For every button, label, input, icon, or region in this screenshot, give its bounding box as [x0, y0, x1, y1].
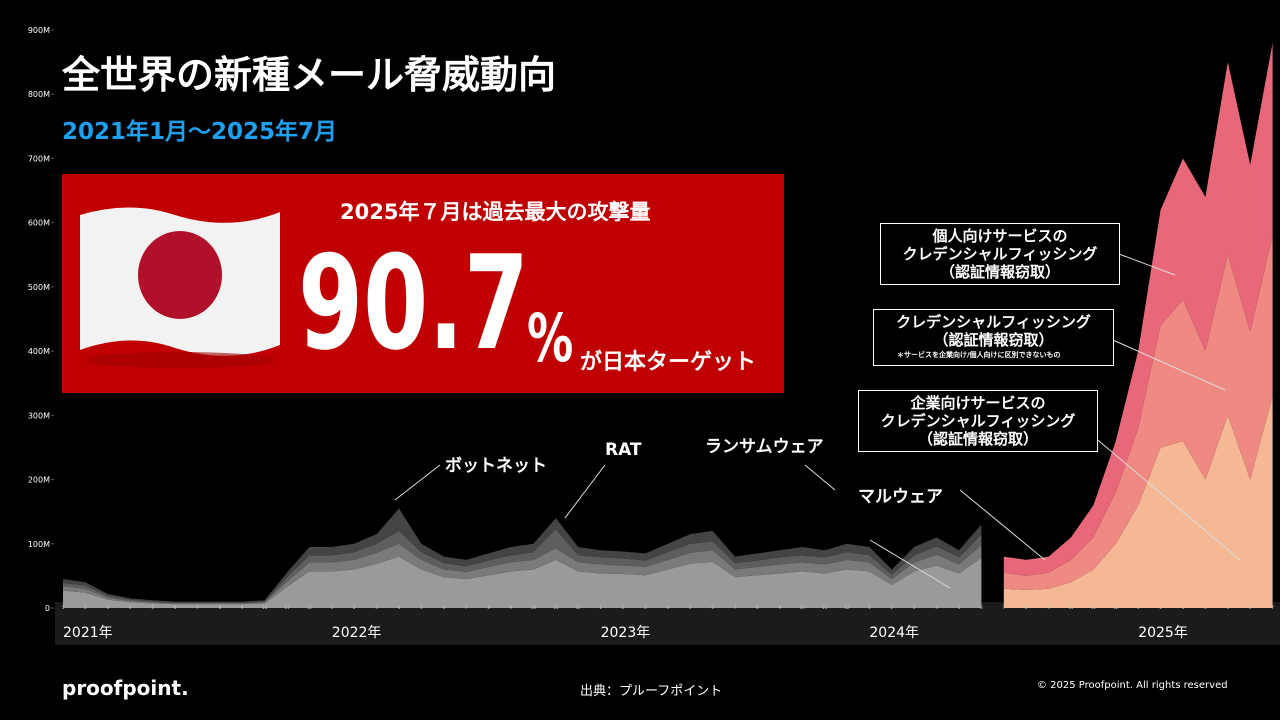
x-tick-label: 5	[958, 605, 961, 610]
x-tick-label: 6	[1249, 605, 1252, 610]
series-label: 個人向けサービスの クレデンシャルフィッシング （認証情報窃取）	[880, 223, 1120, 285]
x-tick-label: 7	[1271, 605, 1274, 610]
x-tick-label: 2	[84, 605, 87, 610]
x-tick-label: 1	[1137, 605, 1140, 610]
x-tick-label: 9	[241, 605, 244, 610]
series-label: マルウェア	[858, 487, 943, 507]
area	[1003, 235, 1273, 591]
x-tick-label: 4	[667, 605, 670, 610]
area	[1003, 396, 1273, 608]
x-tick-label: 1	[331, 605, 334, 610]
year-label: 2024年	[869, 625, 919, 641]
x-tick-label: 1	[868, 605, 871, 610]
y-tick-label: 200M	[28, 476, 50, 485]
x-tick-label: 8	[756, 605, 759, 610]
x-tick-label: 3	[913, 605, 916, 610]
stat-text: が日本ターゲット	[580, 350, 757, 375]
callout-headline: 2025年７月は過去最大の攻撃量	[340, 200, 651, 224]
y-tick-label: 400M	[28, 347, 50, 356]
x-tick-label: 12	[576, 605, 582, 610]
x-tick-label: 5	[420, 605, 423, 610]
x-tick-label: 9	[510, 605, 513, 610]
x-tick-label: 5	[689, 605, 692, 610]
title: 全世界の新種メール脅威動向	[62, 53, 557, 97]
area	[63, 508, 982, 603]
leader-lines	[394, 253, 1241, 589]
x-tick-label: 10	[262, 605, 268, 610]
x-tick-label: 2	[1159, 605, 1162, 610]
year-label: 2022年	[332, 625, 382, 641]
x-tick-label: 3	[1182, 605, 1185, 610]
flag	[80, 207, 280, 368]
year-label: 2025年	[1138, 625, 1188, 641]
year-label: 2021年	[63, 625, 113, 641]
x-tick-label: 3	[375, 605, 378, 610]
x-tick-label: 10	[1068, 605, 1074, 610]
x-tick-label: 1	[62, 605, 65, 610]
y-tick-label: 900M	[28, 26, 50, 35]
y-tick-label: 500M	[28, 283, 50, 292]
series-label: ランサムウェア	[705, 437, 824, 457]
y-tick-label: 100M	[28, 540, 50, 549]
y-tick-label: 700M	[28, 154, 50, 163]
x-tick-label: 10	[531, 605, 537, 610]
stat-unit: %	[527, 300, 574, 377]
x-tick-label: 11	[1091, 605, 1097, 610]
y-tick-label: 600M	[28, 219, 50, 228]
x-tick-label: 11	[822, 605, 828, 610]
x-tick-label: 7	[196, 605, 199, 610]
copyright: © 2025 Proofpoint. All rights reserved	[1037, 680, 1228, 691]
x-tick-label: 6	[443, 605, 446, 610]
x-tick-label: 12	[1113, 605, 1119, 610]
series-label: クレデンシャルフィッシング （認証情報窃取）	[873, 309, 1114, 366]
x-tick-label: 4	[935, 605, 938, 610]
x-tick-label: 8	[487, 605, 490, 610]
x-tick-label: 12	[844, 605, 850, 610]
x-tick-label: 1	[599, 605, 602, 610]
x-tick-label: 3	[107, 605, 110, 610]
series-label: RAT	[605, 440, 642, 460]
x-tick-label: 11	[284, 605, 290, 610]
x-tick-label: 12	[307, 605, 313, 610]
series-label: ボットネット	[445, 456, 547, 476]
x-tick-label: 5	[1227, 605, 1230, 610]
y-tick-label: 300M	[28, 411, 50, 420]
x-tick-label: 8	[219, 605, 222, 610]
note: ＊サービスを企業向け/個人向けに区別できないもの	[897, 351, 1061, 359]
x-tick-label: 2	[891, 605, 894, 610]
x-tick-label: 6	[711, 605, 714, 610]
x-tick-label: 4	[398, 605, 401, 610]
subtitle: 2021年1月～2025年7月	[62, 119, 338, 145]
x-tick-label: 9	[1047, 605, 1050, 610]
x-tick-label: 11	[553, 605, 559, 610]
x-tick-label: 6	[980, 605, 983, 610]
x-tick-label: 2	[353, 605, 356, 610]
x-tick-label: 8	[1025, 605, 1028, 610]
x-tick-label: 9	[779, 605, 782, 610]
y-tick-label: 0	[45, 604, 50, 613]
year-label: 2023年	[601, 625, 651, 641]
x-tick-label: 4	[129, 605, 132, 610]
x-tick-label: 5	[151, 605, 154, 610]
x-tick-label: 2	[622, 605, 625, 610]
x-tick-label: 4	[1204, 605, 1207, 610]
series-label: 企業向けサービスの クレデンシャルフィッシング （認証情報窃取）	[858, 390, 1098, 452]
y-tick-label: 800M	[28, 90, 50, 99]
x-tick-label: 7	[734, 605, 737, 610]
stat-value: 90.7	[298, 227, 529, 379]
logo: proofpoint.	[62, 676, 189, 700]
x-tick-label: 7	[465, 605, 468, 610]
x-tick-label: 3	[644, 605, 647, 610]
x-tick-label: 7	[1003, 605, 1006, 610]
x-tick-label: 6	[174, 605, 177, 610]
source: 出典：プルーフポイント	[580, 684, 723, 699]
x-tick-label: 10	[800, 605, 806, 610]
x-axis-band	[55, 602, 1280, 645]
area	[63, 556, 982, 608]
